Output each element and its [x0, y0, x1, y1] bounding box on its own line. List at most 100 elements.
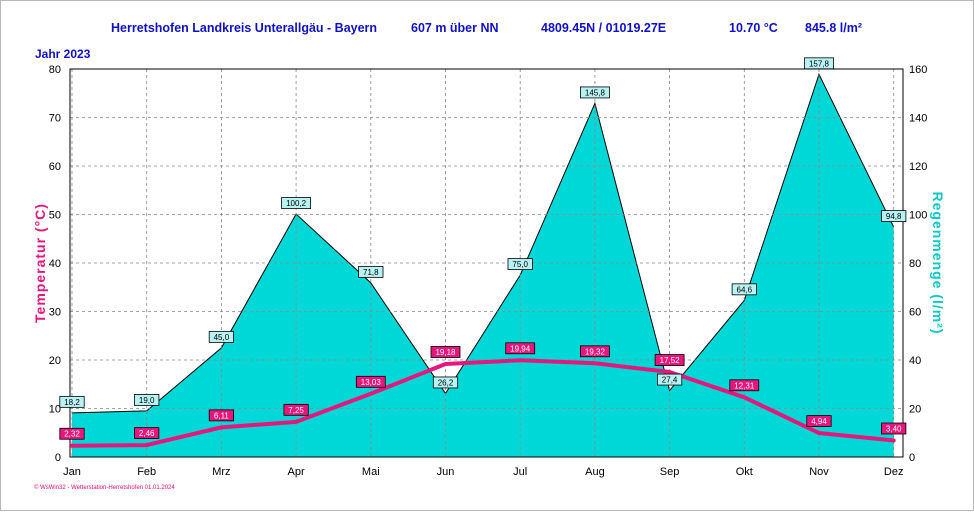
temp-data-label-text: 19,18 [435, 348, 456, 357]
temp-data-label-text: 12,31 [734, 381, 755, 390]
temperature-point [444, 362, 447, 366]
y-left-tick-label: 20 [49, 355, 61, 367]
rain-data-label: 75,0 [507, 258, 533, 271]
average-temperature: 10.70 °C [729, 21, 778, 35]
y-right-tick-label: 100 [909, 210, 927, 222]
rain-data-label-text: 75,0 [512, 260, 528, 269]
y-right-tick-label: 120 [909, 161, 927, 173]
y-axis-right-title: Regenmenge (l/m²) [930, 191, 946, 334]
temp-data-label: 19,94 [505, 342, 536, 355]
axis-ticks: 0 10 20 30 40 50 60 70 80 0 20 40 60 80 100 120 140 160 Ja… [49, 64, 928, 478]
y-left-tick-label: 50 [49, 210, 61, 222]
rain-data-label: 71,8 [358, 265, 384, 278]
rain-data-label-box [208, 330, 234, 343]
rain-data-label-text: 71,8 [363, 268, 379, 277]
rainfall-area-series [71, 68, 895, 458]
temp-data-label: 13,03 [355, 375, 386, 388]
rain-data-label-box [281, 197, 312, 209]
rain-data-label-text: 19,0 [139, 396, 155, 405]
rain-data-label-text: 64,6 [737, 285, 753, 294]
temp-data-label-text: 19,94 [510, 344, 531, 353]
temp-data-label-text: 2,46 [139, 429, 155, 438]
temperature-point [145, 443, 149, 447]
x-tick-label: Jun [437, 466, 455, 478]
x-tick-label: Mai [362, 466, 380, 478]
y-right-tick-label: 140 [909, 113, 927, 125]
x-tick-label: Apr [288, 466, 305, 478]
rain-data-label-box [432, 376, 459, 389]
temperature-point [294, 420, 298, 424]
temp-data-label: 12,31 [729, 379, 760, 392]
rain-data-label-box [657, 373, 683, 386]
y-left-tick-label: 40 [49, 258, 61, 270]
x-tick-label: Feb [137, 466, 156, 478]
rain-data-label: 26,2 [432, 376, 459, 389]
copyright-footer: © WsWin32 - Wetterstation-Herretshofen 0… [34, 485, 175, 491]
temp-data-label: 19,18 [430, 346, 461, 358]
temp-data-label: 3,40 [881, 422, 907, 435]
temp-data-label-text: 17,52 [660, 356, 681, 365]
station-coordinates: 4809.45N / 01019.27E [541, 21, 667, 35]
x-tick-label: Jul [513, 466, 527, 478]
rain-data-label-box [731, 283, 757, 296]
temp-data-label-text: 4,94 [811, 417, 827, 426]
total-rainfall: 845.8 l/m² [805, 21, 862, 35]
x-tick-label: Jan [63, 466, 81, 478]
temp-data-label: 6,11 [208, 409, 234, 422]
rain-data-label-text: 145,8 [585, 88, 606, 97]
y-right-tick-label: 160 [909, 64, 927, 76]
temp-data-label-text: 19,32 [585, 347, 606, 356]
temp-data-label-text: 3,40 [886, 425, 902, 434]
rain-data-label: 45,0 [208, 330, 234, 343]
temperature-point [518, 358, 522, 362]
y-right-tick-label: 60 [909, 307, 921, 319]
temp-data-label: 7,25 [283, 403, 309, 416]
temp-data-label-box [806, 415, 832, 427]
temperature-line-series [70, 358, 896, 448]
rain-data-label-box [358, 265, 384, 278]
rain-data-label-box [881, 210, 907, 223]
data-labels: 18,2 19,0 45,0 100,2 71,8 26,2 75,0 145,8 27,4 64… [59, 57, 907, 440]
temp-data-label-box [729, 379, 760, 392]
x-tick-label: Sep [660, 466, 680, 478]
rain-data-label: 18,2 [59, 395, 85, 408]
temperature-point [369, 392, 373, 396]
temperature-point [219, 425, 223, 429]
x-tick-label: Okt [736, 466, 753, 478]
year-label: Jahr 2023 [35, 47, 91, 61]
chart-header: Herretshofen Landkreis Unterallgäu - Bay… [1, 21, 974, 41]
station-name: Herretshofen Landkreis Unterallgäu - Bay… [111, 21, 378, 35]
rain-data-label: 94,8 [881, 210, 907, 223]
temperature-point [817, 431, 821, 435]
x-tick-label: Dez [884, 466, 904, 478]
x-tick-label: Aug [585, 466, 605, 478]
rain-data-label-text: 18,2 [64, 398, 80, 407]
temp-data-label-box [355, 375, 386, 388]
temp-data-label-box [283, 403, 309, 416]
temp-data-label-text: 6,11 [214, 411, 230, 420]
y-left-tick-label: 10 [49, 404, 61, 416]
y-right-tick-label: 0 [909, 452, 915, 464]
temperature-point [593, 361, 597, 365]
rain-data-label: 64,6 [731, 283, 757, 296]
temp-data-label-box [59, 427, 85, 440]
temp-data-label-box [580, 345, 610, 358]
rain-data-label-box [134, 394, 160, 406]
y-left-tick-label: 0 [55, 452, 61, 464]
rain-data-label: 19,0 [134, 394, 160, 406]
temperature-point [70, 444, 74, 448]
y-left-tick-label: 30 [49, 307, 61, 319]
rainfall-area [72, 74, 894, 458]
temp-data-label-text: 7,25 [288, 406, 304, 415]
rain-data-label: 145,8 [580, 86, 610, 99]
temperature-point [668, 370, 672, 374]
y-left-tick-label: 80 [49, 64, 61, 76]
temp-data-label-box [881, 422, 907, 435]
temp-data-label-text: 13,03 [361, 378, 382, 387]
temp-data-label-box [134, 427, 160, 439]
rain-data-label-box [804, 57, 834, 70]
rain-data-label-box [580, 86, 610, 99]
rain-data-label-text: 27,4 [662, 376, 678, 385]
